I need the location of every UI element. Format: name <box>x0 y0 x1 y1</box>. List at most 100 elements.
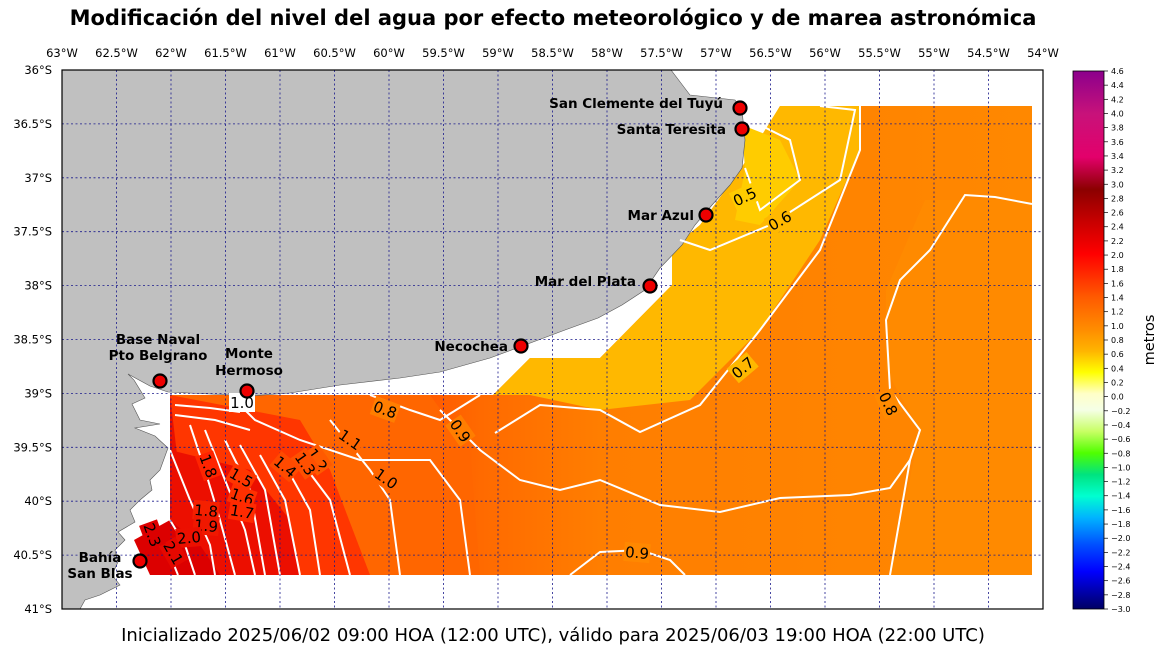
colorbar-tick-label: −0.2 <box>1111 407 1130 416</box>
colorbar-tick-label: 1.8 <box>1111 265 1124 274</box>
colorbar-tick-label: −2.2 <box>1111 548 1130 557</box>
marker-monte-hermoso[interactable] <box>239 383 255 399</box>
colorbar-tick-label: 4.0 <box>1111 109 1124 118</box>
lon-tick-label: 59.5°W <box>422 46 465 60</box>
colorbar-tick-label: 0.4 <box>1111 364 1124 373</box>
lon-tick-label: 60.5°W <box>313 46 356 60</box>
contour-label-2-0: 2.0 <box>176 528 201 548</box>
colorbar-tick-label: 3.4 <box>1111 152 1124 161</box>
contour-label-1-7: 1.7 <box>229 501 256 523</box>
lon-tick-label: 56.5°W <box>749 46 792 60</box>
colorbar-tick-label: 2.0 <box>1111 251 1124 260</box>
lon-tick-label: 55°W <box>918 46 950 60</box>
validity-caption: Inicializado 2025/06/02 09:00 HOA (12:00… <box>121 625 985 646</box>
lat-tick-label: 38°S <box>24 279 52 293</box>
colorbar-tick-label: 1.4 <box>1111 294 1124 303</box>
label-mar-azul: Mar Azul <box>628 208 694 224</box>
lon-tick-label: 54°W <box>1027 46 1059 60</box>
colorbar-tick-label: 4.6 <box>1111 67 1124 76</box>
colorbar-scale <box>1072 70 1105 610</box>
label-base-naval-line2: Pto Belgrano <box>109 348 208 364</box>
lon-tick-label: 56°W <box>809 46 841 60</box>
marker-mar-del-plata[interactable] <box>642 278 658 294</box>
lon-tick-label: 63°W <box>46 46 78 60</box>
label-necochea: Necochea <box>434 339 508 355</box>
colorbar-tick-label: 2.2 <box>1111 237 1124 246</box>
colorbar-tick-label: −1.0 <box>1111 463 1130 472</box>
lon-tick-label: 62°W <box>155 46 187 60</box>
label-santa-teresita: Santa Teresita <box>617 122 726 138</box>
label-base-naval-line1: Base Naval <box>116 332 200 348</box>
lat-tick-label: 37.5°S <box>13 225 52 239</box>
colorbar-tick-label: 0.2 <box>1111 378 1124 387</box>
colorbar-tick-label: −1.2 <box>1111 478 1130 487</box>
colorbar-tick-label: 1.2 <box>1111 308 1124 317</box>
colorbar-tick-label: 3.6 <box>1111 138 1124 147</box>
lon-tick-label: 54.5°W <box>967 46 1010 60</box>
colorbar-tick-label: 2.6 <box>1111 209 1124 218</box>
lat-tick-label: 39°S <box>24 386 52 400</box>
lon-tick-label: 55.5°W <box>858 46 901 60</box>
label-bahia-san-blas-line1: Bahía <box>79 550 122 566</box>
colorbar-tick-label: 2.4 <box>1111 223 1124 232</box>
colorbar-tick-label: 4.4 <box>1111 81 1124 90</box>
marker-necochea[interactable] <box>513 338 529 354</box>
longitude-labels: 63°W 62.5°W 62°W 61.5°W 61°W 60.5°W 60°W 59.5°W… <box>46 46 1059 60</box>
lat-tick-label: 37°S <box>24 171 52 185</box>
colorbar-tick-label: 3.8 <box>1111 124 1124 133</box>
colorbar-tick-label: 1.0 <box>1111 322 1124 331</box>
colorbar-tick-label: −2.8 <box>1111 591 1130 600</box>
colorbar-tick-label: 1.6 <box>1111 279 1124 288</box>
lon-tick-label: 60°W <box>373 46 405 60</box>
colorbar: 4.6 4.4 4.2 4.0 3.8 3.6 3.4 3.2 3.0 2.8 2.6 2.4 2.2 2… <box>1072 67 1158 614</box>
colorbar-tick-label: −1.6 <box>1111 506 1130 515</box>
colorbar-tick-label: 0.6 <box>1111 350 1124 359</box>
lat-tick-label: 38.5°S <box>13 333 52 347</box>
colorbar-tick-label: −2.4 <box>1111 563 1130 572</box>
lon-tick-label: 62.5°W <box>95 46 138 60</box>
label-mar-del-plata: Mar del Plata <box>535 274 636 290</box>
lat-tick-label: 40.5°S <box>13 548 52 562</box>
marker-san-clemente[interactable] <box>732 100 748 116</box>
colorbar-tick-label: −2.0 <box>1111 534 1130 543</box>
lon-tick-label: 61°W <box>264 46 296 60</box>
graticule <box>62 70 1043 609</box>
label-monte-hermoso-line2: Hermoso <box>215 363 283 379</box>
colorbar-label: metros <box>1142 315 1158 366</box>
marker-bahia-san-blas[interactable] <box>132 553 148 569</box>
lon-tick-label: 58.5°W <box>531 46 574 60</box>
marker-base-naval[interactable] <box>152 373 168 389</box>
lat-tick-label: 36.5°S <box>13 117 52 131</box>
colorbar-tick-label: −3.0 <box>1111 605 1130 614</box>
lat-tick-label: 39.5°S <box>13 440 52 454</box>
colorbar-tick-label: 3.2 <box>1111 166 1124 175</box>
location-markers: San Clemente del Tuyú Santa Teresita Mar… <box>67 96 750 582</box>
map-title: Modificación del nivel del agua por efec… <box>69 6 1037 30</box>
lon-tick-label: 57.5°W <box>640 46 683 60</box>
latitude-labels: 36°S 36.5°S 37°S 37.5°S 38°S 38.5°S 39°S 39.5°S… <box>13 63 52 616</box>
lon-tick-label: 59°W <box>482 46 514 60</box>
label-bahia-san-blas-line2: San Blas <box>67 566 132 582</box>
lon-tick-label: 58°W <box>591 46 623 60</box>
colorbar-tick-label: −0.4 <box>1111 421 1130 430</box>
colorbar-tick-label: 3.0 <box>1111 180 1124 189</box>
colorbar-tick-label: 4.2 <box>1111 95 1124 104</box>
marker-mar-azul[interactable] <box>698 207 714 223</box>
lat-tick-label: 41°S <box>24 602 52 616</box>
map-frame <box>61 69 1044 610</box>
marker-santa-teresita[interactable] <box>734 121 750 137</box>
contour-label-0-9-south: 0.9 <box>624 543 649 563</box>
label-san-clemente: San Clemente del Tuyú <box>549 96 723 112</box>
label-monte-hermoso-line1: Monte <box>225 346 273 362</box>
lon-tick-label: 57°W <box>700 46 732 60</box>
colorbar-tick-label: −2.6 <box>1111 577 1130 586</box>
colorbar-tick-label: 2.8 <box>1111 194 1124 203</box>
colorbar-ticks: 4.6 4.4 4.2 4.0 3.8 3.6 3.4 3.2 3.0 2.8 2.6 2.4 2.2 2… <box>1104 67 1130 614</box>
colorbar-tick-label: 0.0 <box>1111 393 1124 402</box>
colorbar-tick-label: 0.8 <box>1111 336 1124 345</box>
colorbar-tick-label: −0.6 <box>1111 435 1130 444</box>
colorbar-tick-label: −1.8 <box>1111 520 1130 529</box>
lat-tick-label: 40°S <box>24 494 52 508</box>
colorbar-tick-label: −1.4 <box>1111 492 1130 501</box>
